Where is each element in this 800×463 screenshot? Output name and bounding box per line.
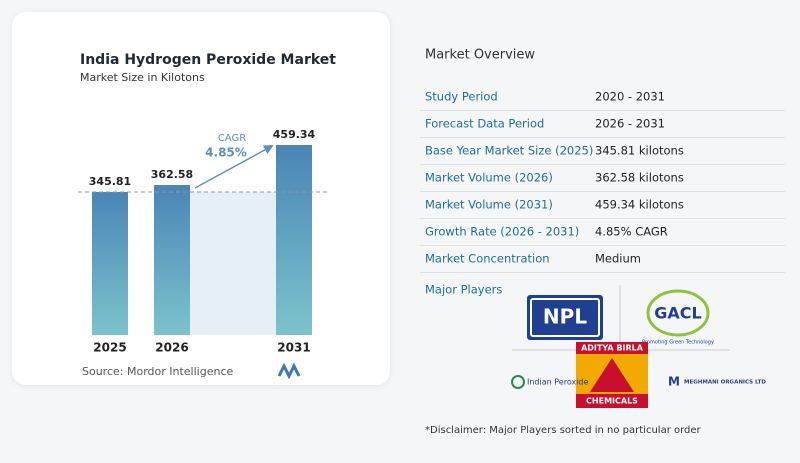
- gacl-tagline: Promoting Green Technology: [642, 340, 714, 346]
- birla-text: ADITYA BIRLA: [581, 344, 644, 353]
- cagr-value: 4.85%: [205, 146, 247, 160]
- x-tick-label: 2031: [277, 341, 310, 355]
- logo-birla: ADITYA BIRLA CHEMICALS: [576, 342, 648, 408]
- row-label: Growth Rate (2026 - 2031): [425, 225, 579, 239]
- row-value: Medium: [595, 252, 641, 266]
- overview-table: Study Period 2020 - 2031 Forecast Data Per…: [420, 90, 785, 273]
- overview-title: Market Overview: [425, 48, 535, 63]
- bar: [154, 185, 190, 335]
- chart-subtitle: Market Size in Kilotons: [80, 71, 205, 84]
- row-value: 4.85% CAGR: [595, 225, 668, 239]
- logo-indian-peroxide: Indian Peroxide: [511, 375, 589, 389]
- row-label: Market Concentration: [425, 252, 550, 266]
- bar: [276, 145, 312, 335]
- x-tick-label: 2026: [155, 341, 188, 355]
- x-tick-label: 2025: [93, 341, 126, 355]
- row-label: Market Volume (2031): [425, 198, 553, 212]
- plot: 345.81 2025 362.58 2026 459.34 2031: [78, 128, 328, 355]
- row-value: 2020 - 2031: [595, 90, 665, 104]
- npl-text: NPL: [543, 305, 587, 329]
- source: Source: Mordor Intelligence: [82, 365, 233, 378]
- row-value: 362.58 kilotons: [595, 171, 684, 185]
- row-value: 345.81 kilotons: [595, 144, 684, 158]
- row-label: Study Period: [425, 90, 498, 104]
- logo-npl: NPL: [527, 295, 603, 340]
- bar: [92, 191, 128, 335]
- row-label: Market Volume (2026): [425, 171, 553, 185]
- row-value: 2026 - 2031: [595, 117, 665, 131]
- meghmani-mark: M: [668, 375, 680, 389]
- meghmani-text: MEGHMANI ORGANICS LTD: [684, 380, 766, 386]
- players-title: Major Players: [425, 283, 502, 297]
- birla-sub: CHEMICALS: [586, 397, 638, 406]
- logo-gacl: GACL Promoting Green Technology: [642, 289, 714, 346]
- indian-text: Indian Peroxide: [527, 378, 589, 387]
- cagr-label: CAGR: [218, 133, 246, 144]
- cagr-arrow: [194, 145, 274, 189]
- gacl-text: GACL: [654, 304, 701, 323]
- row-label: Base Year Market Size (2025): [425, 144, 593, 158]
- value-label: 345.81: [89, 175, 131, 188]
- chart-title: India Hydrogen Peroxide Market: [80, 52, 336, 68]
- brand-logo: [277, 362, 301, 380]
- row-label: Forecast Data Period: [425, 117, 544, 131]
- logo-meghmani: M MEGHMANI ORGANICS LTD: [668, 375, 766, 389]
- disclaimer: *Disclaimer: Major Players sorted in no …: [425, 425, 702, 436]
- shade: [172, 191, 294, 335]
- value-label: 362.58: [151, 168, 193, 181]
- row-value: 459.34 kilotons: [595, 198, 684, 212]
- value-label: 459.34: [273, 128, 316, 141]
